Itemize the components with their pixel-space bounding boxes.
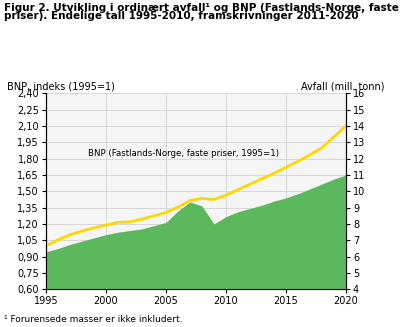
Text: BNP (Fastlands-Norge, faste priser, 1995=1): BNP (Fastlands-Norge, faste priser, 1995… [88,149,280,158]
Text: Ordinært avfall, Fastlands-Norge i alt¹: Ordinært avfall, Fastlands-Norge i alt¹ [133,263,295,272]
Text: BNP, indeks (1995=1): BNP, indeks (1995=1) [7,81,115,91]
Text: Avfall (mill. tonn): Avfall (mill. tonn) [302,81,385,91]
Text: priser). Endelige tall 1995-2010, framskrivninger 2011-2020: priser). Endelige tall 1995-2010, framsk… [4,11,359,22]
Text: Figur 2. Utvikling i ordinært avfall¹ og BNP (Fastlands-Norge, faste: Figur 2. Utvikling i ordinært avfall¹ og… [4,3,399,13]
Text: ¹ Forurensede masser er ikke inkludert.: ¹ Forurensede masser er ikke inkludert. [4,315,182,324]
